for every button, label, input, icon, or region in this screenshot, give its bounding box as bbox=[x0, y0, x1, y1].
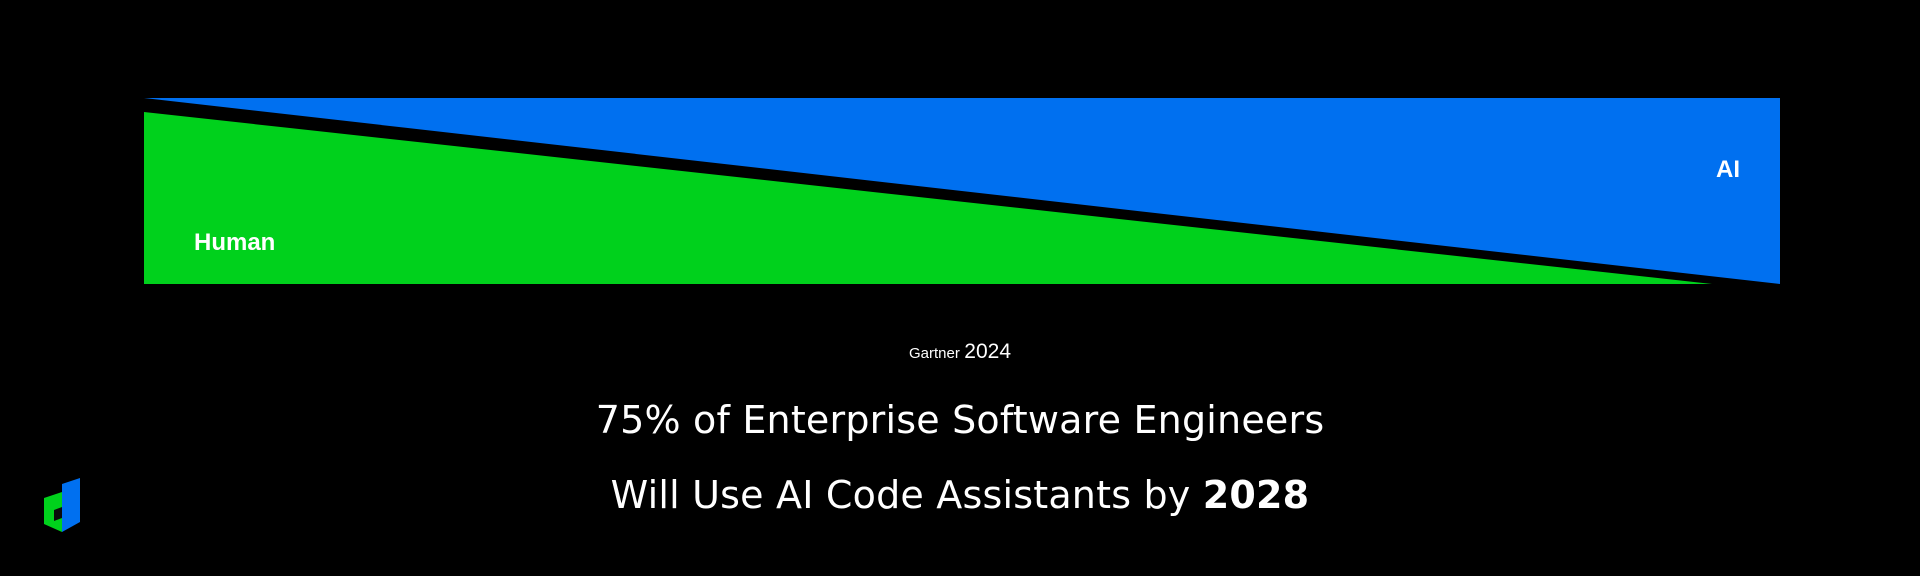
cube-logo-icon bbox=[44, 478, 80, 532]
logo-green-face bbox=[44, 492, 62, 532]
headline-line-1: 75% of Enterprise Software Engineers bbox=[595, 398, 1325, 442]
headline-year: 2028 bbox=[1202, 473, 1310, 517]
human-label: Human bbox=[194, 229, 275, 256]
human-ai-wedge-diagram: Human AI bbox=[144, 98, 1780, 284]
source-year: 2024 bbox=[964, 340, 1012, 363]
source-name: Gartner bbox=[908, 345, 960, 362]
headline-line-2-text: Will Use AI Code Assistants by bbox=[610, 473, 1203, 517]
human-area bbox=[144, 112, 1712, 284]
ai-label: AI bbox=[1716, 156, 1740, 183]
headline-line-2: Will Use AI Code Assistants by 2028 bbox=[0, 472, 1920, 518]
ai-area bbox=[144, 98, 1780, 284]
logo-blue-face bbox=[62, 478, 80, 532]
source-citation: Gartner 2024 bbox=[0, 340, 1920, 364]
logo-notch bbox=[54, 507, 62, 521]
